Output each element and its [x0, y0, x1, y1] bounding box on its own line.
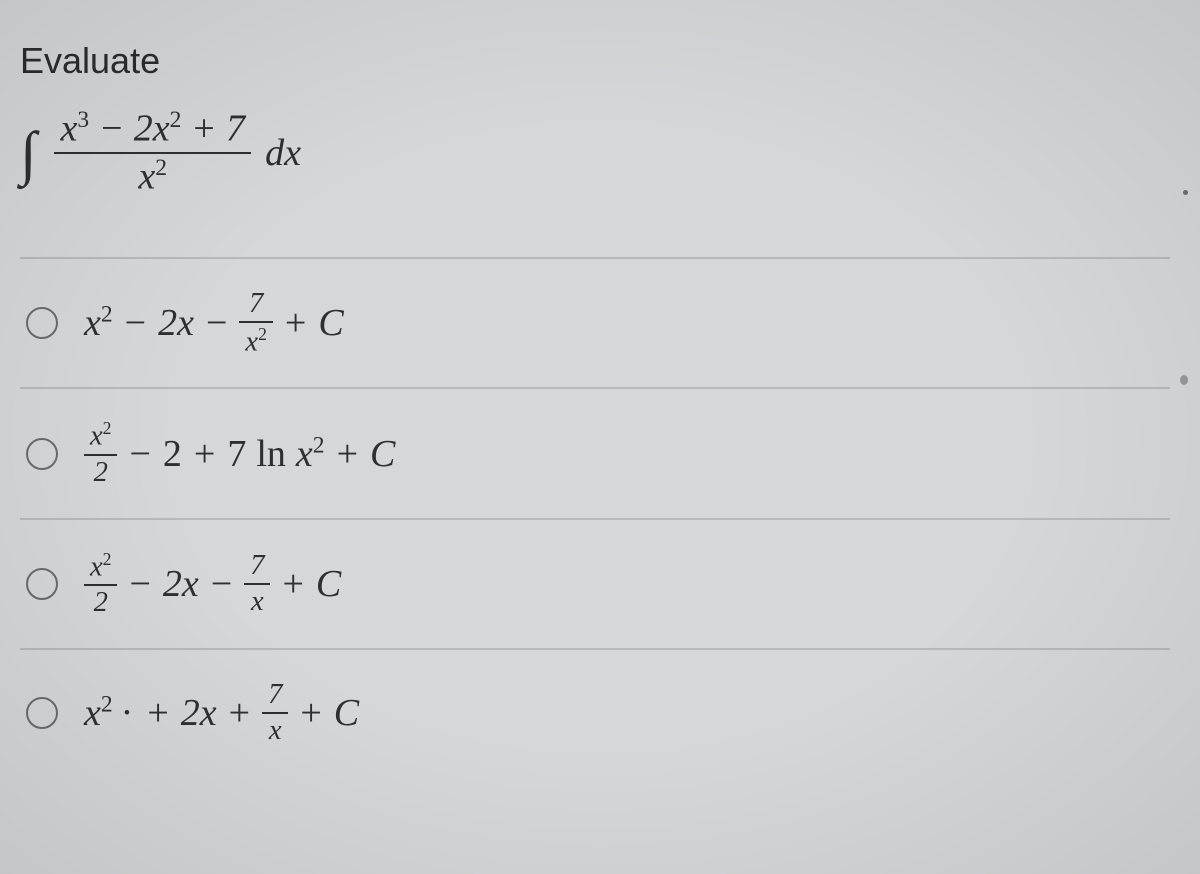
answer-choice[interactable]: x2 2 − 2 + 7 ln x2 + C [20, 389, 1170, 519]
differential: dx [265, 131, 301, 175]
radio-icon[interactable] [26, 697, 58, 729]
artifact-speck-icon [1180, 375, 1188, 385]
answer-list: x2 − 2x − 7 x2 + C x2 2 [20, 257, 1170, 776]
answer-expression: x2 2 − 2x − 7 x + C [84, 550, 341, 618]
answer-choice[interactable]: x2 2 − 2x − 7 x + C [20, 520, 1170, 650]
answer-expression: x2 − 2x − 7 x2 + C [84, 289, 344, 357]
integrand-fraction: x3 − 2x2 + 7 x2 [54, 108, 251, 197]
answer-choice[interactable]: x2 − 2x − 7 x2 + C [20, 259, 1170, 389]
integrand-denominator: x2 [132, 156, 173, 198]
question-integral: ∫ x3 − 2x2 + 7 x2 dx [20, 108, 1170, 197]
answer-choice[interactable]: x2 · + 2x + 7 x + C [20, 650, 1170, 776]
question-page: Evaluate ∫ x3 − 2x2 + 7 x2 dx x2 − 2x − … [20, 40, 1170, 854]
fraction-bar-icon [54, 152, 251, 154]
answer-expression: x2 2 − 2 + 7 ln x2 + C [84, 419, 395, 487]
integral-sign-icon: ∫ [20, 123, 40, 183]
radio-icon[interactable] [26, 568, 58, 600]
radio-icon[interactable] [26, 307, 58, 339]
integrand-numerator: x3 − 2x2 + 7 [54, 108, 251, 150]
answer-expression: x2 · + 2x + 7 x + C [84, 680, 359, 746]
artifact-speck-icon [1183, 190, 1188, 195]
question-prompt: Evaluate [20, 40, 1170, 82]
radio-icon[interactable] [26, 438, 58, 470]
